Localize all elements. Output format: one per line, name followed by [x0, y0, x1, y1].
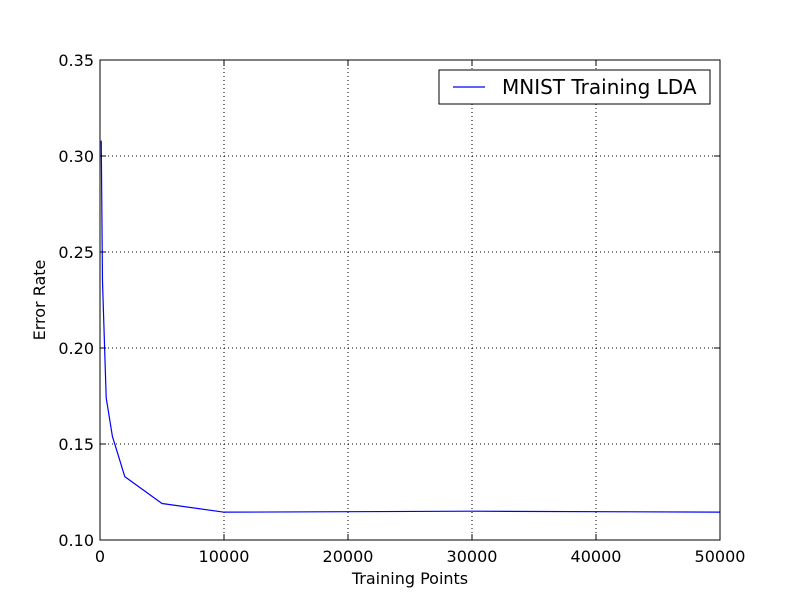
x-tick-label: 30000 — [447, 547, 498, 566]
legend: MNIST Training LDA — [438, 69, 711, 105]
x-tick-label: 40000 — [571, 547, 622, 566]
y-tick-label: 0.20 — [58, 339, 94, 358]
x-tick-label: 10000 — [199, 547, 250, 566]
axis-ticks — [99, 59, 721, 541]
grid-lines — [100, 60, 720, 540]
x-tick-label: 0 — [95, 547, 105, 566]
x-tick-label: 20000 — [323, 547, 374, 566]
y-tick-label: 0.30 — [58, 147, 94, 166]
y-tick-label: 0.10 — [58, 531, 94, 550]
y-tick-label: 0.15 — [58, 435, 94, 454]
axis-tick-labels: 0 10000 20000 30000 40000 50000 0.10 0.15 0.20 0.… — [58, 51, 745, 566]
legend-label: MNIST Training LDA — [502, 75, 697, 99]
y-tick-label: 0.35 — [58, 51, 94, 70]
y-tick-label: 0.25 — [58, 243, 94, 262]
plot-frame — [99, 59, 721, 541]
x-tick-label: 50000 — [695, 547, 746, 566]
y-axis-label: Error Rate — [30, 260, 49, 341]
series-layer — [100, 140, 721, 513]
x-axis-label: Training Points — [351, 569, 468, 588]
series-line-1 — [100, 140, 721, 513]
